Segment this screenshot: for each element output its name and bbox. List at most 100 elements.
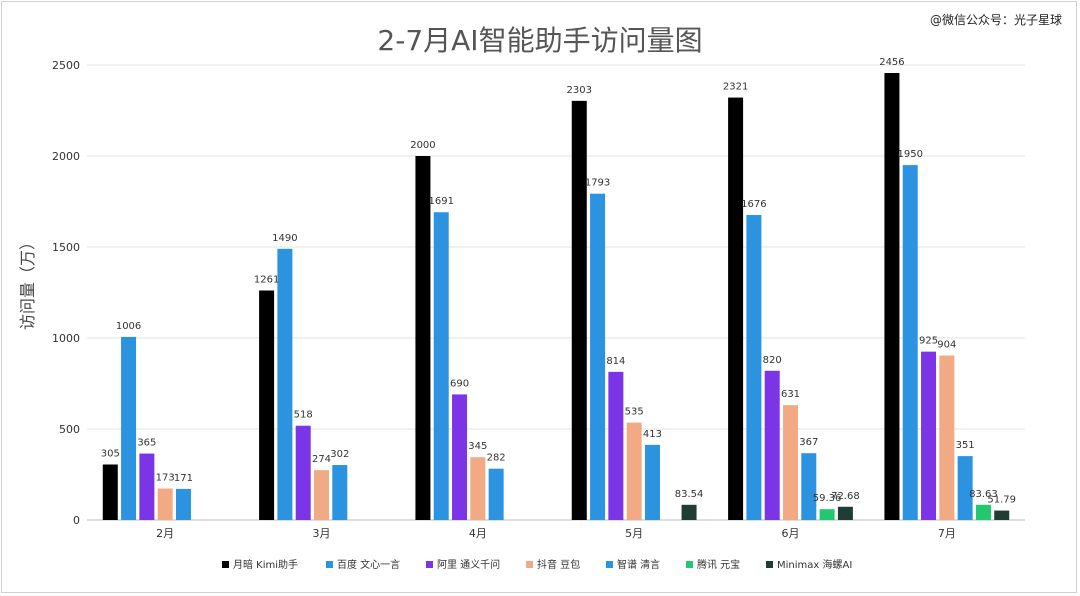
data-label: 274 — [312, 454, 331, 465]
watermark: @微信公众号：光子星球 — [930, 13, 1062, 27]
bar — [975, 504, 991, 520]
legend-label: 百度 文心一言 — [337, 558, 400, 571]
bar — [415, 156, 431, 520]
y-tick-labels: 0 500 1000 1500 2000 2500 — [52, 59, 80, 527]
data-label: 83.54 — [675, 489, 704, 500]
data-label: 631 — [781, 389, 800, 400]
data-label: 690 — [450, 378, 469, 389]
data-label: 72.68 — [831, 491, 860, 502]
bar — [314, 470, 329, 520]
bar — [681, 504, 697, 520]
data-labels: 305 1006 365 173 171 1261 1490 518 274 302 2000 169… — [101, 57, 1016, 506]
y-tick-label: 2500 — [52, 59, 80, 72]
bar — [452, 394, 468, 520]
bar — [121, 336, 137, 520]
y-tick-label: 1500 — [52, 241, 80, 254]
legend-label: 月暗 Kimi助手 — [233, 558, 298, 571]
data-label: 1676 — [741, 199, 766, 210]
bar — [590, 193, 606, 520]
y-axis-label: 访问量（万） — [18, 234, 37, 330]
bar — [921, 351, 937, 520]
data-label: 171 — [174, 473, 193, 484]
legend-label: Minimax 海螺AI — [777, 558, 852, 571]
bar — [571, 100, 587, 520]
bar — [819, 509, 835, 520]
bar — [175, 488, 191, 520]
data-label: 345 — [468, 441, 487, 452]
data-label: 1261 — [254, 274, 279, 285]
data-label: 1490 — [272, 233, 297, 244]
legend-swatch — [426, 561, 433, 568]
bar — [939, 355, 955, 520]
bar — [626, 422, 642, 520]
data-label: 2321 — [723, 82, 748, 93]
legend-label: 智谱 清言 — [617, 558, 660, 571]
legend: 月暗 Kimi助手 百度 文心一言 阿里 通义千问 抖音 豆包 智谱 清言 腾讯 元宝 Mi… — [222, 558, 852, 571]
bar — [902, 165, 918, 520]
data-label: 904 — [937, 339, 956, 350]
data-label: 305 — [101, 448, 120, 459]
data-label: 282 — [487, 453, 506, 464]
bar — [994, 510, 1010, 520]
legend-swatch — [526, 561, 533, 568]
bar — [259, 290, 275, 520]
data-label: 367 — [799, 437, 818, 448]
data-label: 814 — [606, 356, 625, 367]
data-label: 2456 — [879, 57, 904, 68]
y-tick-label: 2000 — [52, 150, 80, 163]
chart-title: 2-7月AI智能助手访问量图 — [377, 24, 702, 57]
data-label: 820 — [763, 355, 782, 366]
data-label: 1006 — [116, 321, 141, 332]
data-label: 351 — [956, 440, 975, 451]
legend-label: 阿里 通义千问 — [437, 558, 500, 571]
data-label: 173 — [156, 473, 175, 484]
legend-swatch — [222, 561, 229, 568]
bar — [746, 214, 762, 520]
x-tick-label: 5月 — [625, 527, 643, 540]
bar — [764, 370, 780, 520]
gridlines — [87, 64, 1025, 521]
bar — [157, 488, 173, 520]
bar — [332, 465, 348, 520]
bar — [783, 405, 798, 520]
bar — [957, 456, 973, 520]
data-label: 59.36 — [813, 493, 842, 504]
x-tick-labels: 2月 3月 4月 5月 6月 7月 — [156, 527, 956, 540]
bar — [277, 248, 293, 520]
y-tick-label: 500 — [59, 423, 80, 436]
data-label: 2000 — [410, 140, 435, 151]
bar — [102, 464, 118, 520]
data-label: 1950 — [898, 149, 923, 160]
legend-swatch — [766, 561, 773, 568]
y-tick-label: 1000 — [52, 332, 80, 345]
bar — [644, 444, 660, 520]
legend-swatch — [326, 561, 333, 568]
data-label: 413 — [643, 429, 662, 440]
data-label: 535 — [625, 407, 644, 418]
bar — [728, 97, 744, 520]
legend-label: 腾讯 元宝 — [697, 558, 740, 571]
data-label: 83.63 — [969, 489, 998, 500]
data-label: 365 — [137, 438, 156, 449]
bar — [837, 506, 853, 520]
legend-swatch — [606, 561, 613, 568]
bar — [488, 468, 504, 520]
x-tick-label: 7月 — [938, 527, 956, 540]
bar — [801, 453, 817, 520]
x-tick-label: 3月 — [313, 527, 331, 540]
bar — [608, 371, 624, 520]
data-label: 302 — [330, 449, 349, 460]
bar — [470, 457, 486, 520]
legend-label: 抖音 豆包 — [537, 558, 580, 571]
data-label: 1691 — [429, 196, 454, 207]
y-tick-label: 0 — [73, 514, 80, 527]
x-tick-label: 2月 — [156, 527, 174, 540]
bar — [139, 453, 155, 520]
bars — [102, 73, 1010, 521]
data-label: 518 — [294, 410, 313, 421]
bar — [884, 73, 900, 521]
x-tick-label: 4月 — [469, 527, 487, 540]
data-label: 925 — [919, 336, 938, 347]
